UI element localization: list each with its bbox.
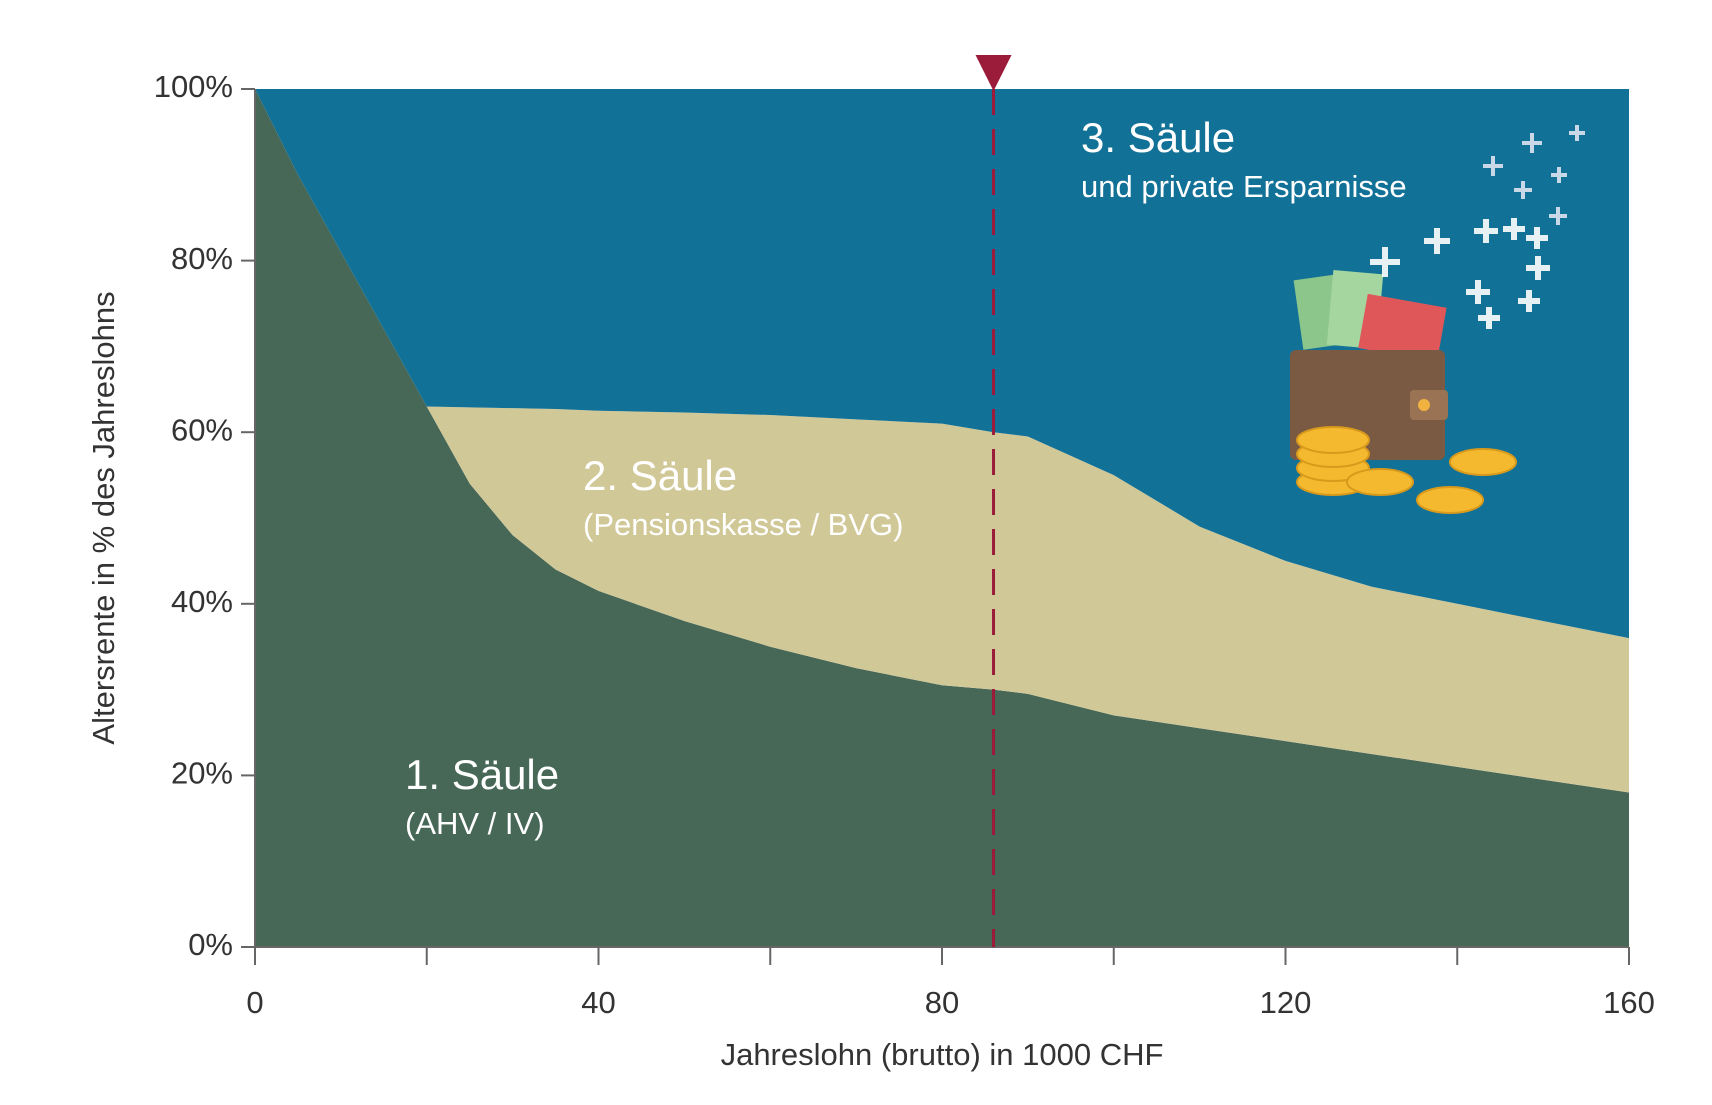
x-tick-label: 0 [246,985,263,1020]
series-label: 3. Säule [1081,114,1235,161]
x-tick-label: 80 [925,985,959,1020]
y-tick-label: 80% [171,241,233,276]
coins [1296,426,1517,514]
area [255,89,1629,793]
area [255,89,1629,947]
wallet-button [1418,399,1430,411]
y-tick-label: 0% [188,927,233,962]
marker-triangle [975,55,1012,91]
series-sublabel: (AHV / IV) [405,806,545,841]
plus-signs-light [1483,125,1585,225]
x-tick-label: 40 [581,985,615,1020]
series-sublabel: und private Ersparnisse [1081,169,1407,204]
x-axis-title: Jahreslohn (brutto) in 1000 CHF [721,1037,1164,1072]
y-tick-label: 60% [171,412,233,447]
x-tick-label: 160 [1603,985,1655,1020]
y-tick-label: 40% [171,584,233,619]
y-axis-title: Altersrente in % des Jahreslohns [86,291,121,744]
plus-signs [1370,218,1550,329]
wallet-illustration [1290,125,1585,514]
x-tick-label: 120 [1260,985,1312,1020]
series-sublabel: (Pensionskasse / BVG) [583,507,903,542]
series-label: 2. Säule [583,452,737,499]
banknote [1358,293,1447,362]
series-label: 1. Säule [405,751,559,798]
y-tick-label: 100% [154,69,233,104]
area [255,89,1629,639]
areas [255,89,1629,947]
y-tick-label: 20% [171,756,233,791]
